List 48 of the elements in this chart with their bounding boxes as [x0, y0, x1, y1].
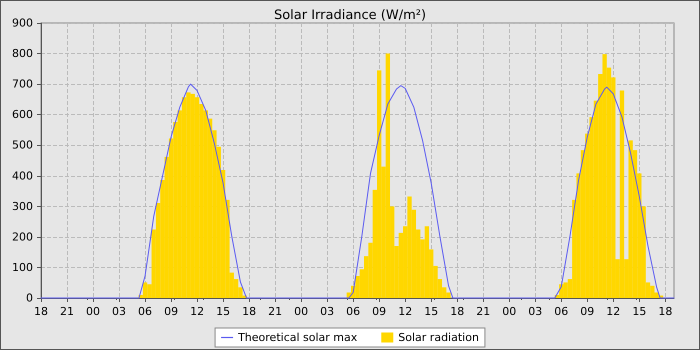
- x-tick-label: 06: [346, 305, 360, 318]
- chart-title: Solar Irradiance (W/m²): [274, 8, 426, 23]
- x-tick-label: 09: [580, 305, 594, 318]
- x-tick-label: 06: [138, 305, 152, 318]
- bar: [602, 54, 607, 298]
- bar: [407, 196, 412, 298]
- x-tick-label: 09: [372, 305, 386, 318]
- y-tick-label: 100: [12, 260, 33, 274]
- bar: [628, 140, 633, 298]
- x-tick-label: 12: [606, 305, 620, 318]
- y-tick-label: 500: [12, 138, 33, 152]
- y-tick-label: 0: [26, 292, 33, 304]
- x-tick-label: 03: [528, 305, 542, 318]
- y-tick-label: 400: [12, 169, 33, 182]
- x-tick-label: 18: [658, 305, 672, 318]
- legend-label: Solar radiation: [398, 331, 479, 344]
- x-tick-label: 00: [294, 305, 308, 318]
- x-tick-label: 15: [216, 305, 230, 318]
- y-tick-label: 200: [12, 230, 33, 244]
- x-tick-label: 21: [268, 305, 282, 318]
- x-tick-label: 18: [242, 305, 256, 318]
- y-tick-label: 600: [12, 108, 33, 122]
- x-tick-label: 03: [320, 305, 334, 318]
- x-tick-label: 06: [554, 305, 568, 318]
- y-tick-label: 700: [12, 78, 33, 91]
- bar: [142, 282, 148, 298]
- x-tick-label: 21: [476, 305, 490, 318]
- x-tick-label: 18: [450, 305, 464, 318]
- bar: [563, 282, 568, 298]
- y-tick-label: 800: [12, 47, 33, 60]
- bar: [186, 92, 191, 298]
- x-tick-label: 12: [398, 305, 412, 318]
- x-tick-label: 03: [112, 305, 126, 318]
- x-tick-label: 09: [164, 305, 178, 318]
- x-tick-label: 00: [86, 305, 100, 318]
- y-tick-label: 900: [12, 16, 33, 30]
- x-tick-label: 21: [60, 305, 74, 318]
- bar: [386, 54, 390, 298]
- bar: [620, 90, 624, 298]
- x-tick-label: 18: [34, 305, 48, 318]
- x-tick-label: 15: [424, 305, 438, 318]
- bar: [194, 97, 200, 298]
- legend-label: Theoretical solar max: [237, 331, 358, 344]
- bar: [424, 226, 430, 298]
- x-tick-label: 00: [502, 305, 516, 318]
- x-tick-label: 12: [190, 305, 204, 318]
- x-tick-label: 15: [632, 305, 646, 318]
- y-tick-label: 300: [12, 200, 33, 213]
